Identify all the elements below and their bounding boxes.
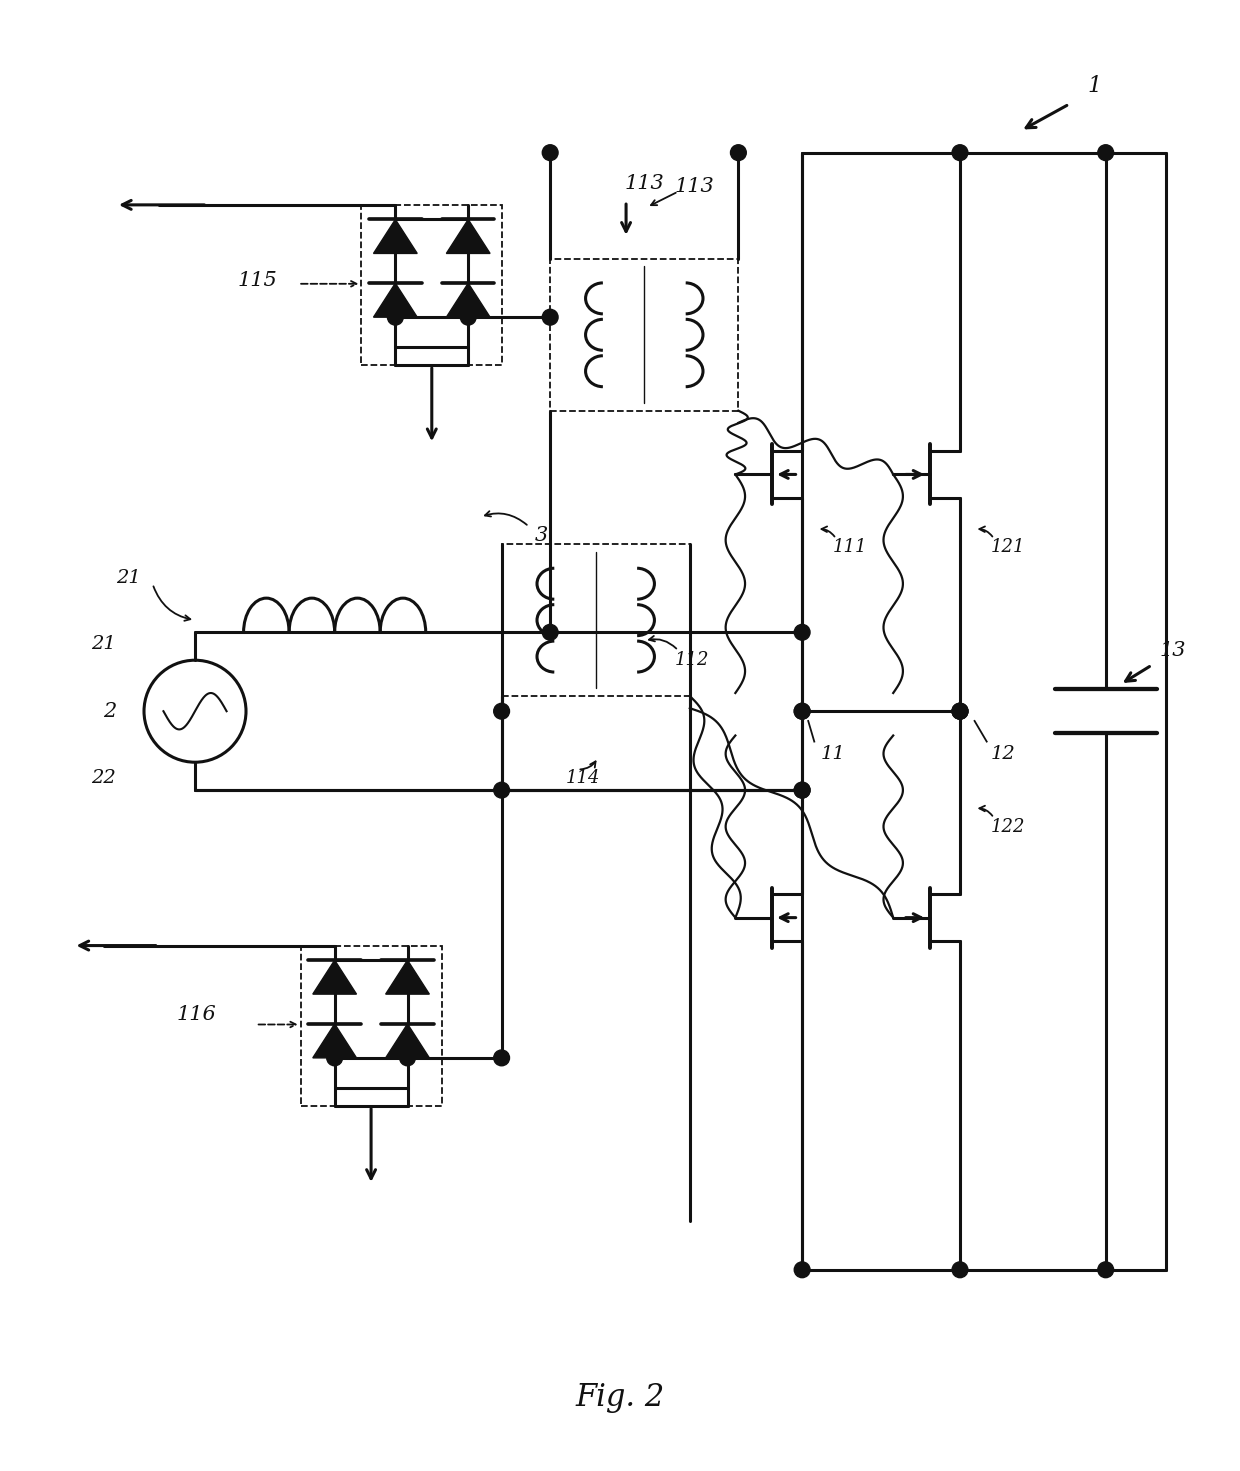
Text: 122: 122 [991, 818, 1024, 836]
Polygon shape [386, 1024, 429, 1058]
Text: 115: 115 [238, 271, 278, 290]
Circle shape [494, 783, 510, 799]
Circle shape [387, 309, 403, 325]
Polygon shape [446, 219, 490, 253]
Text: 113: 113 [675, 177, 714, 196]
Text: 111: 111 [832, 538, 867, 556]
Circle shape [542, 624, 558, 640]
Circle shape [952, 1262, 968, 1278]
Circle shape [730, 144, 746, 160]
Circle shape [460, 309, 476, 325]
Text: 12: 12 [991, 744, 1016, 763]
Circle shape [952, 703, 968, 719]
Polygon shape [373, 219, 417, 253]
Circle shape [795, 1262, 810, 1278]
Text: 21: 21 [92, 635, 117, 653]
Text: 112: 112 [675, 652, 709, 669]
Circle shape [795, 703, 810, 719]
Text: Fig. 2: Fig. 2 [575, 1381, 665, 1412]
Circle shape [399, 1050, 415, 1066]
Text: 114: 114 [565, 769, 600, 787]
Polygon shape [312, 1024, 357, 1058]
Text: 11: 11 [821, 744, 846, 763]
Circle shape [494, 1050, 510, 1066]
Circle shape [1097, 1262, 1114, 1278]
Polygon shape [312, 961, 357, 994]
Circle shape [542, 309, 558, 325]
Circle shape [795, 783, 810, 799]
Circle shape [795, 783, 810, 799]
Circle shape [542, 144, 558, 160]
Text: 13: 13 [1159, 641, 1185, 660]
Text: 2: 2 [103, 702, 117, 721]
Text: 22: 22 [92, 769, 117, 787]
Text: 121: 121 [991, 538, 1024, 556]
Circle shape [952, 144, 968, 160]
Text: 21: 21 [117, 569, 141, 587]
Circle shape [327, 1050, 342, 1066]
Circle shape [494, 703, 510, 719]
Circle shape [952, 703, 968, 719]
Text: 116: 116 [177, 1005, 217, 1024]
Polygon shape [373, 284, 417, 318]
Polygon shape [386, 961, 429, 994]
Circle shape [1097, 144, 1114, 160]
Text: 1: 1 [1087, 75, 1101, 97]
Circle shape [952, 703, 968, 719]
Circle shape [795, 624, 810, 640]
Polygon shape [446, 284, 490, 318]
Text: 3: 3 [534, 525, 548, 544]
Text: 113: 113 [625, 174, 665, 193]
Circle shape [795, 703, 810, 719]
